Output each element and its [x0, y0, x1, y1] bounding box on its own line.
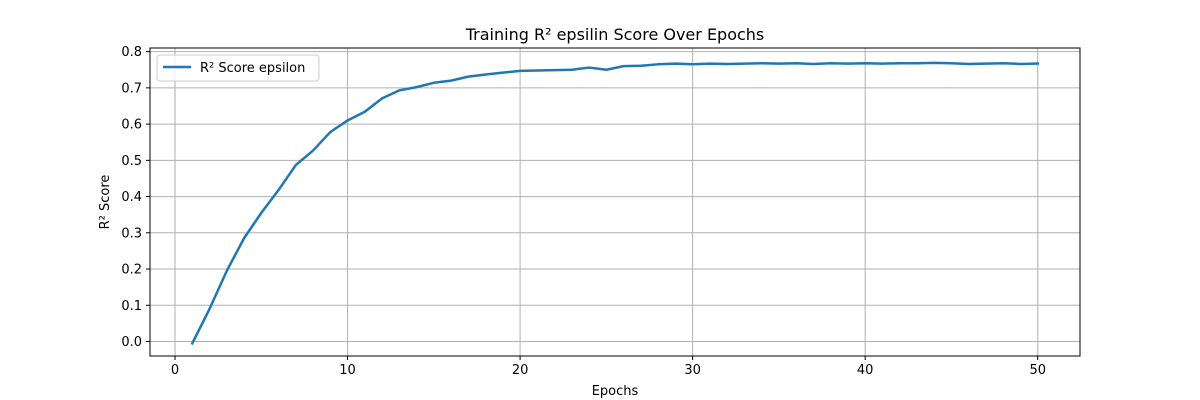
series-line-r2-score-epsilon [190, 61, 1040, 345]
y-tick-label: 0.5 [121, 154, 142, 169]
y-tick-label: 0.3 [121, 226, 142, 241]
y-tick-label: 0.7 [121, 81, 142, 96]
plot-frame [149, 47, 1081, 357]
series-layer [190, 61, 1040, 345]
y-axis-label: R² Score [98, 175, 113, 230]
y-tick-label: 0.6 [121, 118, 142, 133]
y-tick-label: 0.0 [121, 335, 142, 350]
x-tick-label: 20 [512, 363, 529, 378]
ticks: 0 10 20 30 40 50 0.0 0.1 0.2 0.3 0.4 0.5 0.6 0.7 0.8 [121, 45, 1046, 378]
x-axis-label: Epochs [592, 384, 639, 399]
legend: R² Score epsilon [156, 54, 320, 82]
legend-box [156, 54, 320, 82]
x-tick-label: 30 [684, 363, 701, 378]
x-tick-label: 40 [857, 363, 874, 378]
x-tick-label: 50 [1029, 363, 1046, 378]
x-tick-label: 10 [339, 363, 356, 378]
x-tick-label: 0 [171, 363, 179, 378]
y-tick-label: 0.1 [121, 299, 142, 314]
y-tick-label: 0.8 [121, 45, 142, 60]
grid [150, 48, 1080, 356]
chart-title: Training R² epsilin Score Over Epochs [465, 25, 765, 44]
y-tick-label: 0.4 [121, 190, 142, 205]
y-tick-label: 0.2 [121, 263, 142, 278]
legend-entry-label: R² Score epsilon [200, 61, 305, 76]
